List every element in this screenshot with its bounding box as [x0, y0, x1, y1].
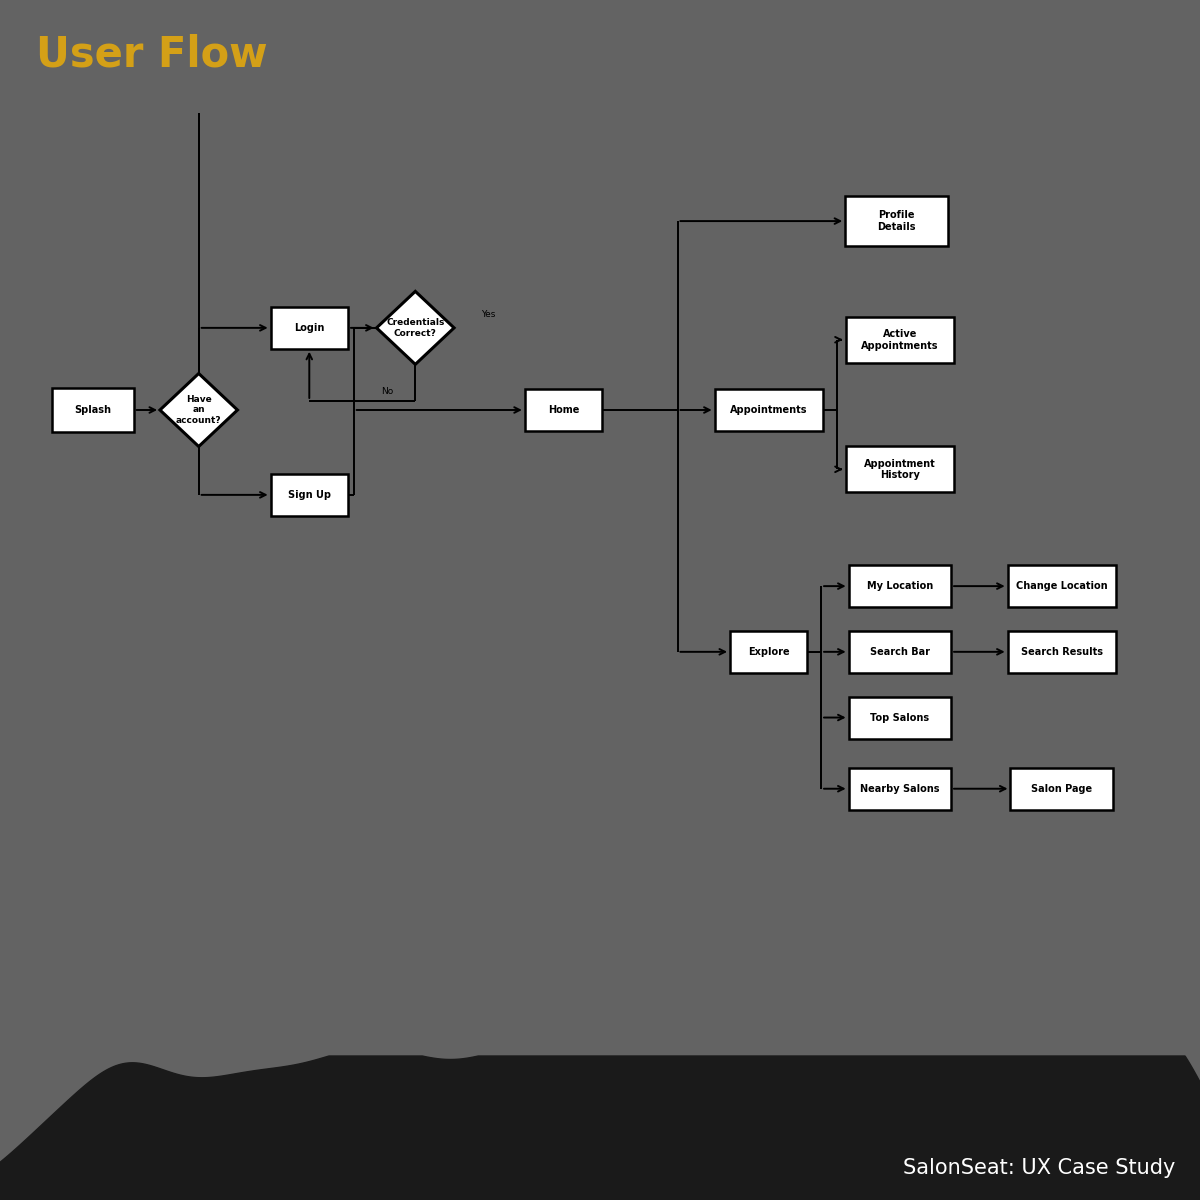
Text: Explore: Explore: [748, 647, 790, 656]
Bar: [1008, 631, 1116, 673]
Text: Splash: Splash: [74, 404, 112, 415]
Text: Credentials
Correct?: Credentials Correct?: [386, 318, 444, 337]
Text: Profile
Details: Profile Details: [877, 210, 916, 232]
Text: Appointment
History: Appointment History: [864, 458, 936, 480]
Bar: [730, 631, 808, 673]
Bar: [848, 565, 952, 607]
Bar: [270, 307, 348, 349]
Text: Yes: Yes: [481, 310, 496, 319]
Bar: [714, 389, 823, 431]
Text: Have
an
account?: Have an account?: [176, 395, 222, 425]
Text: Top Salons: Top Salons: [870, 713, 929, 722]
Text: Appointments: Appointments: [730, 404, 808, 415]
Bar: [846, 317, 954, 362]
Bar: [848, 696, 952, 738]
Bar: [848, 768, 952, 810]
Text: Salon Page: Salon Page: [1031, 784, 1092, 793]
Bar: [1010, 768, 1114, 810]
Text: SalonSeat: UX Case Study: SalonSeat: UX Case Study: [902, 1158, 1175, 1178]
Bar: [845, 196, 948, 246]
Text: Login: Login: [294, 323, 324, 332]
Polygon shape: [160, 373, 238, 446]
Text: Nearby Salons: Nearby Salons: [860, 784, 940, 793]
Text: Change Location: Change Location: [1016, 581, 1108, 592]
Text: User Flow: User Flow: [36, 34, 268, 76]
Polygon shape: [377, 292, 454, 365]
Text: Active
Appointments: Active Appointments: [862, 329, 938, 350]
Text: Sign Up: Sign Up: [288, 490, 331, 500]
Text: Search Results: Search Results: [1021, 647, 1103, 656]
Bar: [848, 631, 952, 673]
Text: My Location: My Location: [866, 581, 932, 592]
Bar: [524, 389, 602, 431]
Bar: [1008, 565, 1116, 607]
Text: Home: Home: [548, 404, 580, 415]
Text: No: No: [380, 388, 392, 396]
Bar: [846, 446, 954, 492]
Bar: [270, 474, 348, 516]
Text: Search Bar: Search Bar: [870, 647, 930, 656]
Bar: [52, 388, 133, 432]
